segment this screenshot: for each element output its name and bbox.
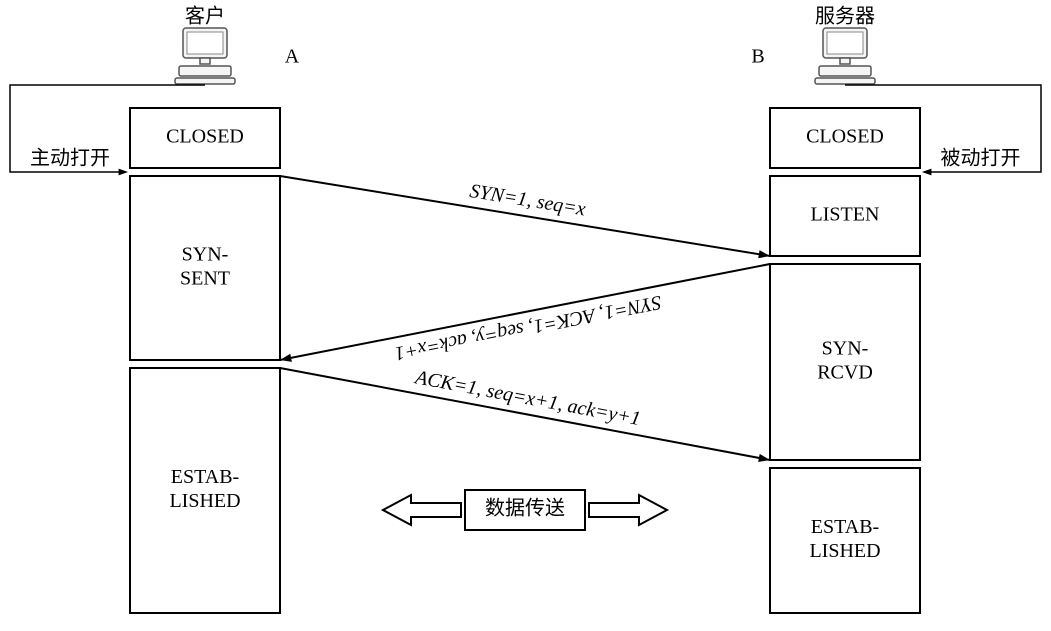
- s-closed-label1: CLOSED: [806, 126, 884, 148]
- computer-icon: [815, 28, 875, 84]
- double-arrow-icon: [589, 495, 667, 525]
- m3-text: ACK=1, seq=x+1, ack=y+1: [412, 366, 643, 430]
- server-title: 服务器: [815, 5, 875, 28]
- s-estab-label1: ESTAB-: [811, 516, 879, 538]
- s-synrcvd-label2: RCVD: [817, 362, 873, 384]
- c-estab-label1: ESTAB-: [171, 466, 239, 488]
- s-synrcvd-label1: SYN-: [822, 338, 869, 360]
- server-open-label: 被动打开: [941, 147, 1021, 170]
- client-letter: A: [285, 46, 300, 68]
- m3: ACK=1, seq=x+1, ack=y+1: [412, 366, 643, 430]
- m2: SYN=1, ACK=1, seq=y, ack=x+1: [393, 291, 664, 365]
- c-synsent-label2: SENT: [180, 268, 230, 290]
- computer-icon: [175, 28, 235, 84]
- c-closed-label1: CLOSED: [166, 126, 244, 148]
- server-letter: B: [751, 46, 764, 68]
- client-title: 客户: [185, 5, 225, 28]
- double-arrow-icon: [383, 495, 461, 525]
- m2-text: SYN=1, ACK=1, seq=y, ack=x+1: [393, 291, 664, 365]
- s-estab-label2: LISHED: [809, 540, 880, 562]
- s-listen-label1: LISTEN: [811, 204, 880, 226]
- m1: SYN=1, seq=x: [468, 180, 587, 221]
- c-synsent-label1: SYN-: [182, 244, 229, 266]
- c-estab-label2: LISHED: [169, 490, 240, 512]
- m1-text: SYN=1, seq=x: [468, 180, 587, 221]
- client-open-label: 主动打开: [30, 147, 110, 170]
- data-transfer-label: 数据传送: [485, 497, 565, 520]
